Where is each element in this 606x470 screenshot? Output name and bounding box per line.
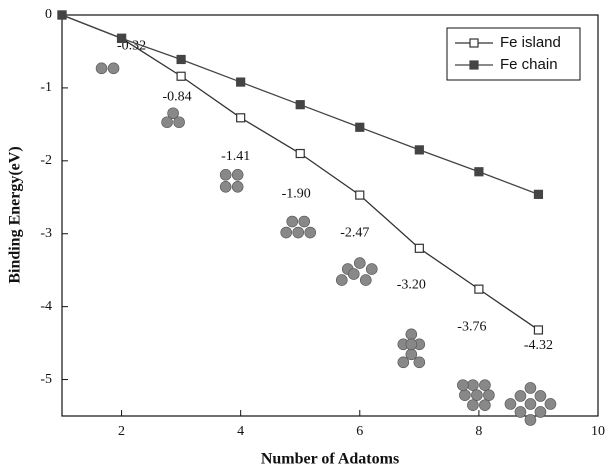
value-label: -1.41 (221, 149, 250, 164)
value-label: -3.76 (457, 319, 486, 334)
legend-label: Fe island (500, 34, 561, 51)
atom (504, 398, 517, 410)
atom (544, 398, 557, 410)
atom (353, 257, 366, 269)
value-label: -1.90 (282, 187, 311, 202)
legend-marker (469, 38, 479, 48)
marker (116, 33, 127, 43)
value-label: -0.84 (163, 89, 192, 104)
atom (457, 379, 469, 391)
atom (405, 328, 418, 341)
atom (286, 215, 299, 228)
atom (405, 348, 418, 361)
atom (397, 356, 410, 369)
plot-frame (61, 14, 599, 417)
atom (479, 379, 491, 391)
x-tick-label: 2 (118, 424, 125, 439)
marker (474, 167, 484, 177)
atom (292, 226, 305, 239)
marker (355, 190, 365, 200)
marker (414, 145, 424, 155)
marker (176, 54, 186, 65)
atom (107, 62, 120, 75)
atom (231, 181, 244, 193)
atom (524, 414, 537, 426)
atom (534, 406, 547, 418)
x-tick-label: 8 (475, 424, 482, 439)
atom (173, 116, 185, 129)
x-tick-label: 4 (237, 424, 244, 439)
atom (161, 116, 173, 129)
marker (295, 148, 305, 159)
y-tick-label: 0 (45, 7, 52, 22)
atom (335, 274, 348, 286)
legend-label: Fe chain (500, 56, 558, 73)
atom (280, 226, 293, 239)
marker (533, 325, 544, 335)
marker (57, 10, 67, 20)
value-label: -3.20 (397, 278, 426, 293)
legend-box (446, 27, 581, 81)
atom (524, 382, 537, 394)
atom (405, 338, 418, 351)
atom (471, 389, 483, 401)
legend-marker (469, 60, 479, 70)
y-axis-title: Binding Energy(eV) (7, 146, 24, 283)
atom (479, 399, 491, 411)
atom (219, 169, 232, 181)
y-tick-label: -2 (40, 153, 52, 168)
marker (474, 284, 484, 294)
atom (304, 226, 317, 239)
atom (459, 389, 471, 401)
atom (219, 181, 232, 193)
marker (355, 122, 365, 132)
marker (414, 243, 424, 253)
marker (533, 189, 544, 199)
value-label: -2.47 (340, 225, 369, 240)
x-axis-title: Number of Adatoms (261, 451, 399, 468)
atom (347, 268, 360, 280)
atom (483, 389, 495, 401)
y-tick-label: -4 (40, 299, 52, 314)
marker (236, 113, 246, 123)
value-label: -4.32 (524, 338, 553, 353)
atom (534, 390, 547, 402)
x-tick-label: 6 (356, 424, 363, 439)
marker (176, 71, 186, 81)
atom (467, 399, 479, 411)
x-tick-label: 10 (591, 424, 605, 439)
atom (365, 263, 378, 275)
atom (231, 169, 244, 181)
atom (359, 274, 372, 286)
y-tick-label: -3 (40, 226, 52, 241)
atom (514, 390, 527, 402)
atom (298, 215, 311, 228)
atom (467, 379, 479, 391)
y-tick-label: -1 (40, 80, 52, 95)
atom (95, 62, 108, 75)
atom (514, 406, 527, 418)
atom (413, 356, 426, 369)
marker (295, 100, 305, 110)
atom (167, 107, 179, 120)
y-tick-label: -5 (40, 372, 52, 387)
marker (236, 77, 246, 87)
atom (524, 398, 537, 410)
